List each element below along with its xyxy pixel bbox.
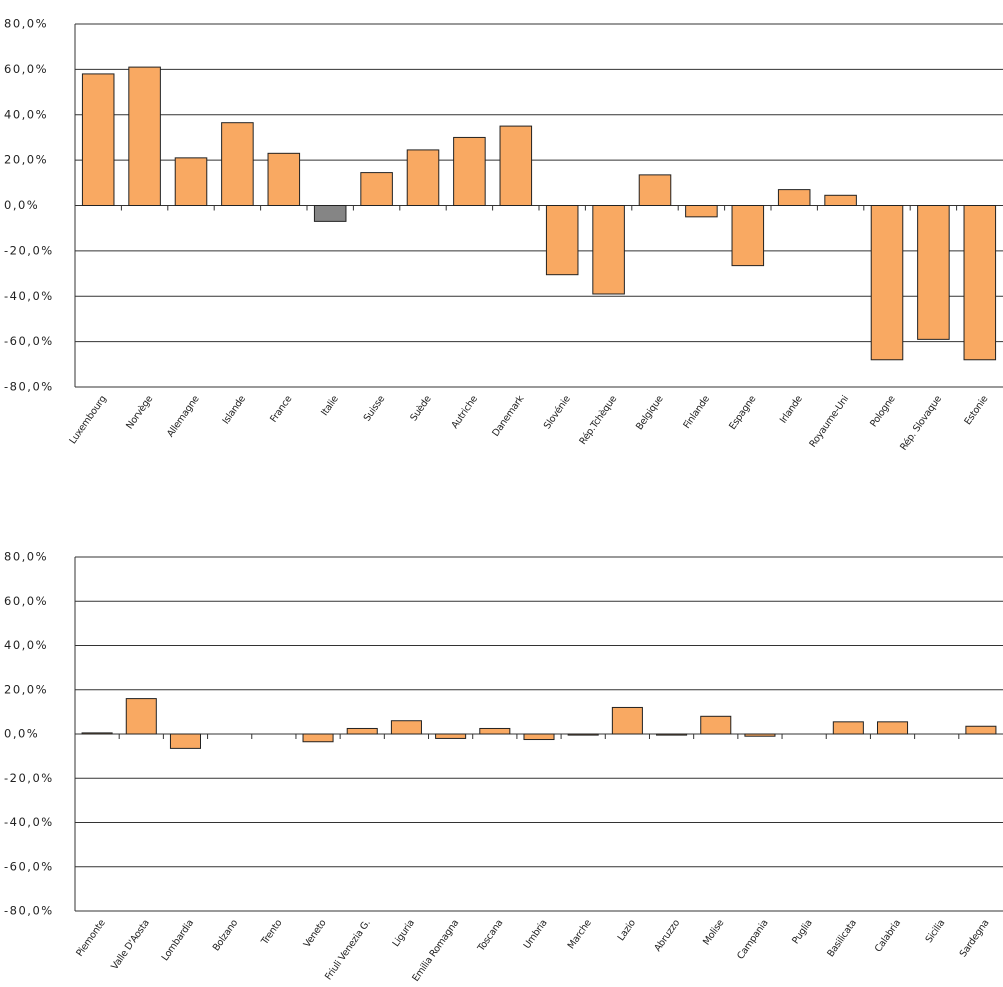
x-tick-label: Basilicata: [825, 918, 859, 959]
bar: [611, 706, 643, 735]
bar: [125, 698, 157, 735]
x-tick-label: Finlande: [681, 393, 712, 430]
bar: [523, 733, 555, 741]
bar: [221, 122, 254, 206]
bar: [685, 205, 718, 218]
bar: [545, 205, 579, 276]
x-tick-label: Sardegna: [958, 918, 992, 959]
y-tick-label: -60,0%: [4, 334, 54, 348]
y-tick-label: 0,0%: [4, 198, 39, 212]
x-tick-label: Toscana: [475, 918, 505, 954]
bar: [731, 205, 765, 267]
bar: [313, 205, 347, 222]
x-tick-label: Campania: [735, 918, 770, 962]
x-tick-label: Irlande: [778, 393, 805, 425]
bar: [435, 733, 467, 739]
y-tick-label: -20,0%: [4, 771, 54, 785]
x-tick-label: Trento: [259, 917, 285, 947]
x-tick-label: Danemark: [490, 393, 526, 439]
bar: [965, 725, 997, 735]
bar: [592, 205, 625, 295]
x-tick-label: Allemagne: [165, 393, 202, 439]
x-tick-label: Rép. Slovaque: [898, 393, 944, 452]
x-tick-label: Veneto: [302, 917, 329, 949]
bar: [870, 205, 904, 361]
bar: [832, 721, 864, 735]
x-tick-label: France: [268, 393, 294, 424]
y-tick-label: 80,0%: [4, 550, 48, 564]
x-tick-label: Abruzzo: [652, 917, 682, 953]
y-tick-label: 0,0%: [4, 727, 39, 741]
x-tick-label: Liguria: [391, 918, 417, 949]
x-tick-label: Espagne: [727, 393, 758, 431]
x-tick-label: Autriche: [449, 393, 480, 430]
x-tick-label: Slovénie: [542, 393, 573, 431]
bar: [360, 172, 393, 206]
bar: [744, 733, 776, 737]
bar: [302, 733, 334, 743]
bar: [479, 727, 511, 735]
bar: [777, 189, 811, 206]
bar: [267, 152, 301, 207]
x-tick-label: Rép.Tchèque: [577, 393, 619, 446]
x-tick-label: Puglia: [790, 918, 814, 946]
x-tick-label: Bolzano: [211, 917, 241, 953]
x-tick-label: Luxembourg: [67, 394, 108, 447]
y-tick-label: 20,0%: [4, 153, 48, 167]
bar: [169, 733, 202, 749]
y-tick-label: 20,0%: [4, 682, 48, 696]
x-tick-label: Marche: [566, 917, 594, 951]
x-tick-label: Lazio: [616, 917, 639, 943]
x-tick-label: Piemonte: [74, 917, 108, 958]
x-tick-label: Valle D'Aosta: [109, 918, 152, 972]
x-tick-label: Norvège: [124, 393, 155, 431]
bar: [174, 157, 208, 206]
bar: [656, 733, 688, 736]
bar: [824, 194, 857, 206]
y-tick-label: -40,0%: [4, 815, 54, 829]
y-tick-label: -80,0%: [4, 904, 54, 918]
y-tick-label: 60,0%: [4, 594, 48, 608]
y-tick-label: -40,0%: [4, 289, 54, 303]
bar: [81, 73, 115, 206]
x-tick-label: Suède: [408, 393, 433, 423]
bar: [876, 721, 909, 735]
bar: [638, 174, 672, 206]
x-tick-label: Emilia Romagna: [410, 918, 461, 984]
bar: [700, 715, 732, 735]
y-tick-label: -60,0%: [4, 859, 54, 873]
bar: [406, 149, 440, 206]
y-tick-label: 80,0%: [4, 17, 48, 31]
bar: [499, 125, 533, 206]
bar: [390, 720, 422, 735]
bar: [81, 732, 113, 735]
x-tick-label: Pologne: [868, 393, 898, 429]
y-tick-label: 40,0%: [4, 638, 48, 652]
bar: [346, 727, 378, 735]
bar: [453, 136, 486, 206]
x-tick-label: Royaume-Uni: [808, 394, 852, 450]
bar: [917, 205, 950, 340]
x-tick-label: Sicilia: [924, 918, 948, 945]
y-tick-label: -20,0%: [4, 243, 54, 257]
y-tick-label: -80,0%: [4, 380, 54, 394]
x-tick-label: Estonie: [962, 393, 990, 427]
y-tick-label: 60,0%: [4, 62, 48, 76]
x-tick-label: Molise: [701, 917, 726, 947]
x-tick-label: Suisse: [362, 393, 388, 423]
x-tick-label: Italie: [319, 393, 341, 417]
bar: [128, 66, 161, 206]
x-tick-label: Umbria: [522, 918, 550, 951]
y-tick-label: 40,0%: [4, 107, 48, 121]
x-tick-label: Islande: [221, 393, 249, 426]
x-tick-label: Calabria: [873, 918, 903, 955]
x-tick-label: Lombardia: [160, 918, 196, 963]
bar: [963, 205, 997, 361]
x-tick-label: Friuli Venezia G.: [323, 918, 373, 982]
bar: [567, 733, 599, 736]
x-tick-label: Belgique: [634, 393, 666, 432]
